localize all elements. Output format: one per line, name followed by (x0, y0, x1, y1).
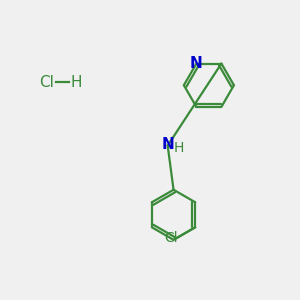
Text: N: N (190, 56, 203, 71)
Text: H: H (174, 141, 184, 155)
Text: Cl: Cl (164, 231, 178, 245)
Text: H: H (70, 75, 82, 90)
Text: N: N (161, 136, 174, 152)
Text: Cl: Cl (40, 75, 54, 90)
